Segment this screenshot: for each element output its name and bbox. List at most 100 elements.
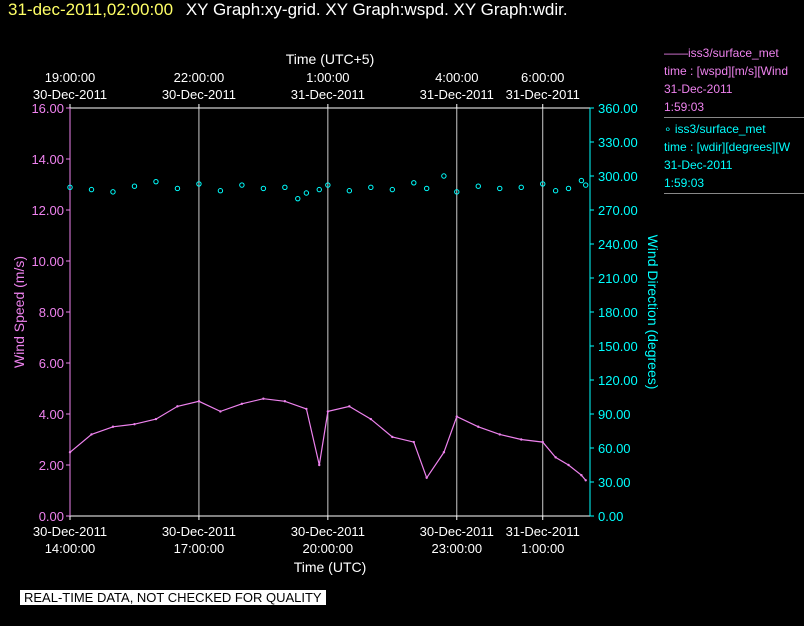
y-left-tick-label: 10.00 — [31, 254, 64, 269]
wspd-point — [197, 400, 201, 403]
wdir-marker — [540, 181, 546, 187]
y-right-tick-label: 150.00 — [598, 339, 638, 354]
x-tick-time: 23:00:00 — [431, 541, 482, 556]
y-right-tick-label: 60.00 — [598, 441, 631, 456]
y-right-tick-label: 240.00 — [598, 237, 638, 252]
header-timestamp: 31-dec-2011,02:00:00 — [8, 0, 174, 19]
top-tick-time: 6:00:00 — [521, 70, 564, 85]
wspd-point — [176, 405, 179, 408]
wdir-marker — [239, 182, 245, 188]
top-tick-time: 1:00:00 — [306, 70, 349, 85]
wspd-point — [369, 417, 373, 421]
y-left-tick-label: 12.00 — [31, 203, 64, 218]
wdir-marker — [583, 182, 589, 188]
y-left-tick-label: 8.00 — [39, 305, 64, 320]
axis-labels: 0.00 2.00 4.00 6.00 8.00 10.00 12.00 14.00 16.00… — [11, 51, 661, 575]
x-tick-date: 30-Dec-2011 — [162, 524, 236, 539]
wspd-point — [305, 407, 308, 411]
top-tick-time: 4:00:00 — [435, 70, 478, 85]
wdir-marker — [368, 184, 374, 191]
y-left-tick-label: 14.00 — [31, 152, 64, 167]
wspd-point — [442, 451, 446, 454]
wdir-marker — [475, 183, 481, 189]
axes — [66, 104, 594, 520]
wdir-marker — [67, 184, 73, 191]
wdir-marker — [423, 185, 430, 192]
wspd-point — [498, 433, 501, 436]
header-title: XY Graph:xy-grid. XY Graph:wspd. XY Grap… — [185, 0, 568, 19]
legend-wdir: ∘ iss3/surface_met time : [wdir][degrees… — [664, 120, 804, 194]
wdir-marker — [303, 190, 310, 196]
x-tick-date: 30-Dec-2011 — [33, 524, 107, 539]
y-left-tick-label: 0.00 — [39, 509, 64, 524]
wspd-point — [219, 410, 222, 413]
wdir-marker — [411, 180, 417, 186]
wdir-marker — [282, 184, 288, 191]
legend-wspd-date: 31-Dec-2011 — [664, 82, 733, 96]
y-right-tick-label: 120.00 — [598, 373, 638, 388]
top-tick-time: 19:00:00 — [45, 70, 96, 85]
wspd-point — [111, 425, 115, 428]
y-right-title: Wind Direction (degrees) — [645, 235, 661, 390]
wspd-point — [348, 405, 351, 408]
wspd-point — [326, 410, 330, 413]
legend-wdir-name: ∘ iss3/surface_met — [664, 122, 766, 136]
wdir-marker — [295, 195, 301, 202]
wspd-point — [554, 456, 557, 459]
x-tick-time: 14:00:00 — [45, 541, 96, 556]
x-tick-time: 17:00:00 — [174, 541, 225, 556]
wdir-marker — [196, 181, 202, 187]
y-right-tick-label: 210.00 — [598, 271, 638, 286]
wspd-point — [412, 440, 416, 444]
top-tick-date: 31-Dec-2011 — [291, 87, 365, 102]
wdir-marker — [497, 185, 503, 192]
wspd-point — [262, 397, 265, 400]
y-left-tick-label: 16.00 — [31, 101, 64, 116]
quality-warning: REAL-TIME DATA, NOT CHECKED FOR QUALITY — [20, 590, 326, 605]
y-left-tick-label: 2.00 — [39, 458, 64, 473]
wdir-marker — [325, 182, 331, 188]
y-right-tick-label: 330.00 — [598, 135, 638, 150]
wdir-marker — [565, 185, 572, 192]
x-axis-title: Time (UTC) — [294, 559, 367, 575]
x-tick-time: 1:00:00 — [521, 541, 564, 556]
x-tick-date: 31-Dec-2011 — [506, 524, 580, 539]
wdir-marker — [153, 178, 159, 185]
y-right-tick-label: 360.00 — [598, 101, 638, 116]
legend-wdir-date: 31-Dec-2011 — [664, 158, 733, 172]
wspd-point — [318, 463, 321, 467]
wdir-marker — [389, 186, 396, 193]
x-tick-date: 30-Dec-2011 — [420, 524, 494, 539]
y-left-tick-label: 6.00 — [39, 356, 64, 371]
top-tick-date: 30-Dec-2011 — [33, 87, 107, 102]
wdir-marker — [578, 177, 585, 184]
y-right-tick-label: 300.00 — [598, 169, 638, 184]
top-tick-date: 31-Dec-2011 — [506, 87, 580, 102]
wspd-point — [90, 433, 93, 436]
wdir-marker — [131, 183, 138, 189]
wdir-marker — [454, 189, 460, 195]
wspd-point — [520, 438, 523, 441]
y-left-tick-label: 4.00 — [39, 407, 64, 422]
wspd-point — [477, 425, 480, 428]
y-right-tick-label: 270.00 — [598, 203, 638, 218]
y-left-title: Wind Speed (m/s) — [11, 256, 27, 368]
legend-wdir-time: 1:59:03 — [664, 176, 705, 190]
wspd-point — [283, 400, 287, 403]
top-tick-date: 31-Dec-2011 — [420, 87, 494, 102]
graph-header: 31-dec-2011,02:00:00 XY Graph:xy-grid. X… — [8, 0, 568, 20]
top-axis-title: Time (UTC+5) — [286, 51, 375, 67]
legend-wspd: ——iss3/surface_met time : [wspd][m/s][Wi… — [664, 44, 804, 118]
wdir-marker — [110, 189, 116, 195]
wdir-series — [67, 173, 589, 202]
wdir-marker — [518, 184, 524, 191]
wspd-point — [391, 435, 394, 439]
wdir-marker — [441, 173, 447, 179]
wspd-point — [584, 479, 587, 482]
wspd-point — [580, 474, 583, 477]
wdir-marker — [88, 186, 95, 193]
wspd-point — [154, 417, 158, 421]
wspd-point — [425, 476, 428, 479]
legend-wspd-name: ——iss3/surface_met — [664, 46, 779, 60]
